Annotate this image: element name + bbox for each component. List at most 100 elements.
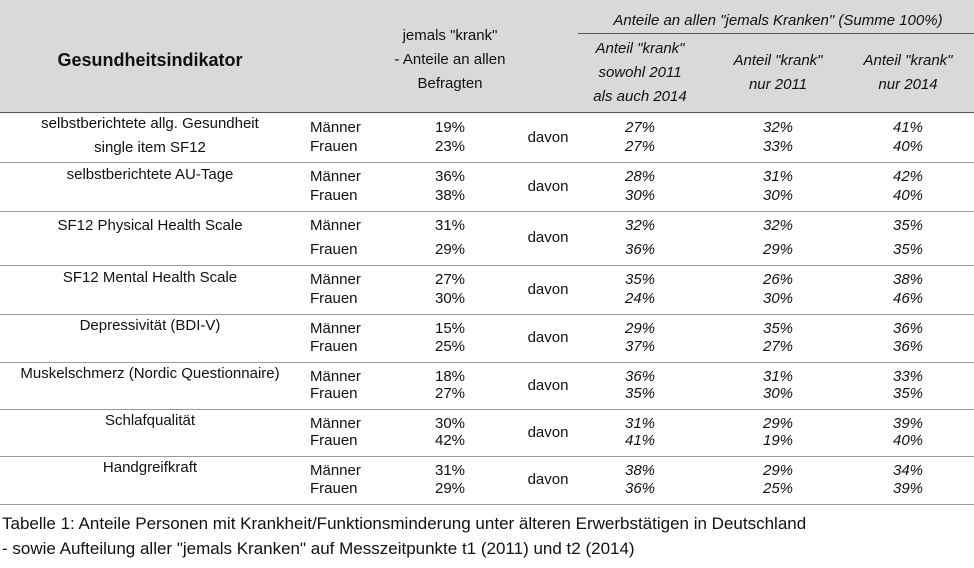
rule	[0, 112, 974, 113]
davon: davon	[527, 376, 569, 394]
share-sick: 37%	[624, 338, 656, 355]
share-sick: 35%	[624, 271, 656, 288]
share-sick: 32%	[624, 217, 656, 234]
share-sick: 38%	[892, 271, 924, 288]
share-sick: 41%	[624, 432, 656, 449]
header-column: als auch 2014	[593, 88, 687, 105]
header-share-all: jemals "krank"	[402, 27, 498, 44]
header-share-all: Befragten	[417, 75, 483, 92]
davon: davon	[527, 471, 569, 488]
share-sick: 38%	[624, 462, 656, 479]
indicator: single item SF12	[94, 138, 206, 156]
share-sick: 31%	[624, 415, 656, 432]
header-share-all: - Anteile an allen	[394, 51, 506, 68]
gender: Männer	[310, 271, 361, 288]
indicator: Handgreifkraft	[102, 459, 198, 476]
rule	[0, 456, 974, 457]
caption: - sowie Aufteilung aller "jemals Kranken…	[2, 539, 635, 558]
share-all: 27%	[434, 385, 466, 402]
share-all: 31%	[434, 462, 466, 479]
share-sick: 35%	[624, 385, 656, 402]
share-all: 36%	[434, 168, 466, 185]
share-sick: 35%	[762, 320, 794, 337]
gender: Männer	[310, 320, 361, 337]
share-all: 42%	[434, 432, 466, 449]
share-all: 27%	[434, 271, 466, 288]
share-all: 19%	[434, 119, 466, 136]
share-all: 25%	[434, 338, 466, 355]
indicator: Schlafqualität	[104, 411, 196, 429]
share-sick: 34%	[892, 462, 924, 479]
gender: Männer	[310, 368, 361, 385]
indicator: Depressivität (BDI-V)	[79, 317, 221, 334]
share-sick: 31%	[762, 168, 794, 185]
share-sick: 35%	[892, 217, 924, 234]
share-sick: 32%	[762, 217, 794, 234]
gender: Männer	[310, 415, 361, 432]
share-sick: 35%	[892, 385, 924, 402]
share-sick: 46%	[892, 290, 924, 307]
share-sick: 19%	[762, 432, 794, 449]
share-sick: 36%	[624, 241, 656, 258]
share-sick: 32%	[762, 119, 794, 136]
rule	[0, 265, 974, 266]
rule	[0, 362, 974, 363]
share-sick: 28%	[624, 168, 656, 185]
share-all: 29%	[434, 480, 466, 497]
davon: davon	[527, 128, 569, 146]
share-sick: 40%	[892, 432, 924, 449]
header-column: Anteil "krank"	[863, 52, 953, 69]
share-sick: 31%	[762, 368, 794, 385]
rule	[0, 211, 974, 212]
share-sick: 39%	[892, 415, 924, 432]
share-sick: 25%	[762, 480, 794, 497]
rule	[578, 33, 974, 34]
rule	[0, 162, 974, 163]
share-sick: 36%	[624, 368, 656, 385]
share-all: 15%	[434, 320, 466, 337]
header-indicator: Gesundheitsindikator	[57, 50, 243, 70]
header-column: nur 2014	[878, 76, 938, 93]
gender: Frauen	[310, 187, 358, 204]
gender: Männer	[310, 217, 361, 234]
gender: Frauen	[310, 432, 358, 449]
share-sick: 29%	[762, 462, 794, 479]
share-sick: 27%	[624, 119, 656, 136]
share-sick: 36%	[892, 320, 924, 337]
header-group: Anteile an allen "jemals Kranken" (Summe…	[613, 12, 943, 29]
share-sick: 33%	[762, 138, 794, 155]
header-column: Anteil "krank"	[595, 40, 685, 57]
share-sick: 30%	[762, 385, 794, 402]
share-sick: 24%	[624, 290, 656, 307]
davon: davon	[527, 329, 569, 346]
share-all: 29%	[434, 241, 466, 258]
share-all: 30%	[434, 415, 466, 432]
indicator: SF12 Mental Health Scale	[62, 268, 238, 286]
gender: Frauen	[310, 385, 358, 402]
share-sick: 33%	[892, 368, 924, 385]
indicator: selbstberichtete allg. Gesundheit	[41, 114, 259, 132]
gender: Frauen	[310, 138, 358, 155]
share-sick: 40%	[892, 138, 924, 155]
share-sick: 30%	[624, 187, 656, 204]
gender: Frauen	[310, 241, 358, 258]
gender: Männer	[310, 168, 361, 185]
davon: davon	[527, 177, 569, 195]
share-all: 23%	[434, 138, 466, 155]
share-sick: 40%	[892, 187, 924, 204]
indicator: selbstberichtete AU-Tage	[66, 165, 234, 183]
share-sick: 26%	[762, 271, 794, 288]
share-sick: 27%	[762, 338, 794, 355]
share-sick: 35%	[892, 241, 924, 258]
indicator: Muskelschmerz (Nordic Questionnaire)	[20, 364, 280, 382]
gender: Frauen	[310, 338, 358, 355]
share-sick: 42%	[892, 168, 924, 185]
share-all: 18%	[434, 368, 466, 385]
davon: davon	[527, 423, 569, 441]
header-column: nur 2011	[748, 76, 808, 93]
share-sick: 27%	[624, 138, 656, 155]
share-sick: 41%	[892, 119, 924, 136]
gender: Frauen	[310, 290, 358, 307]
share-sick: 30%	[762, 187, 794, 204]
